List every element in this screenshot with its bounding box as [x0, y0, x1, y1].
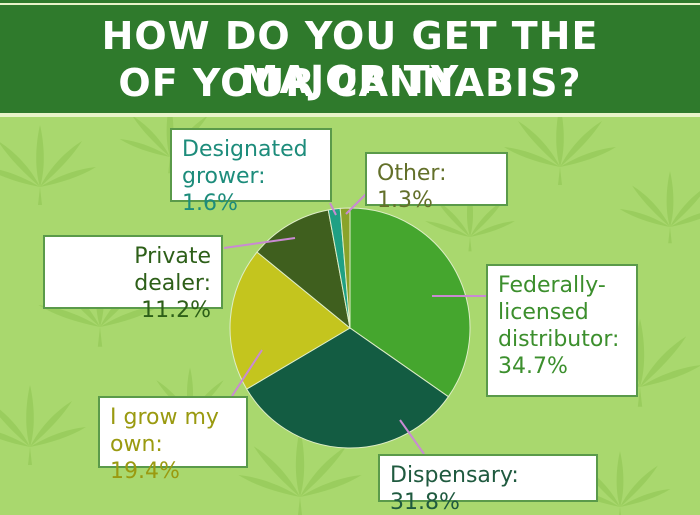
pie-slice-dispensary [246, 327, 450, 449]
callout-dealer-line-2: 11.2% [141, 298, 211, 323]
callout-federal-line-1: Federally- [498, 273, 606, 298]
callout-private-dealer: Private dealer: 11.2% [43, 235, 223, 323]
leader-line-grow [231, 349, 263, 397]
callout-dispensary: Dispensary: 31.8% [378, 454, 598, 515]
callout-grow-my-own: I grow my own: 19.4% [98, 396, 248, 484]
page-title-line-1: HOW DO YOU GET THE MAJORITY [101, 14, 599, 102]
callout-federal-line-2: licensed [498, 300, 589, 325]
callout-other: Other: 1.3% [365, 152, 508, 213]
pie-slice-federally-licensed-distributor [349, 207, 471, 398]
leader-line-dispensary [399, 419, 425, 455]
callout-grower-line-1: Designated [182, 137, 308, 162]
callout-dealer-line-1: Private dealer: [134, 244, 211, 296]
callout-other-line-1: Other: 1.3% [377, 161, 447, 213]
leader-line-dealer [223, 237, 296, 249]
leader-lines [223, 187, 488, 455]
callout-federal-line-3: distributor: [498, 327, 620, 352]
page-title-line-2: OF YOUR CANNABIS? [118, 61, 582, 105]
callout-federally-licensed-distributor: Federally- licensed distributor: 34.7% [486, 264, 638, 397]
pie-slice-other [339, 207, 351, 329]
callout-grower-line-2: grower: 1.6% [182, 164, 266, 216]
pie-slices [229, 207, 471, 449]
callout-grow-line-1: I grow my [110, 405, 219, 430]
callout-federal-line-4: 34.7% [498, 354, 568, 379]
leader-line-grower [329, 202, 337, 216]
callout-dispensary-line-1: Dispensary: 31.8% [390, 463, 519, 515]
title-banner: HOW DO YOU GET THE MAJORITY OF YOUR CANN… [0, 0, 700, 117]
pie-slice-i-grow-my-own [229, 251, 351, 390]
callout-designated-grower: Designated grower: 1.6% [170, 128, 332, 216]
callout-grow-line-2: own: 19.4% [110, 432, 180, 484]
